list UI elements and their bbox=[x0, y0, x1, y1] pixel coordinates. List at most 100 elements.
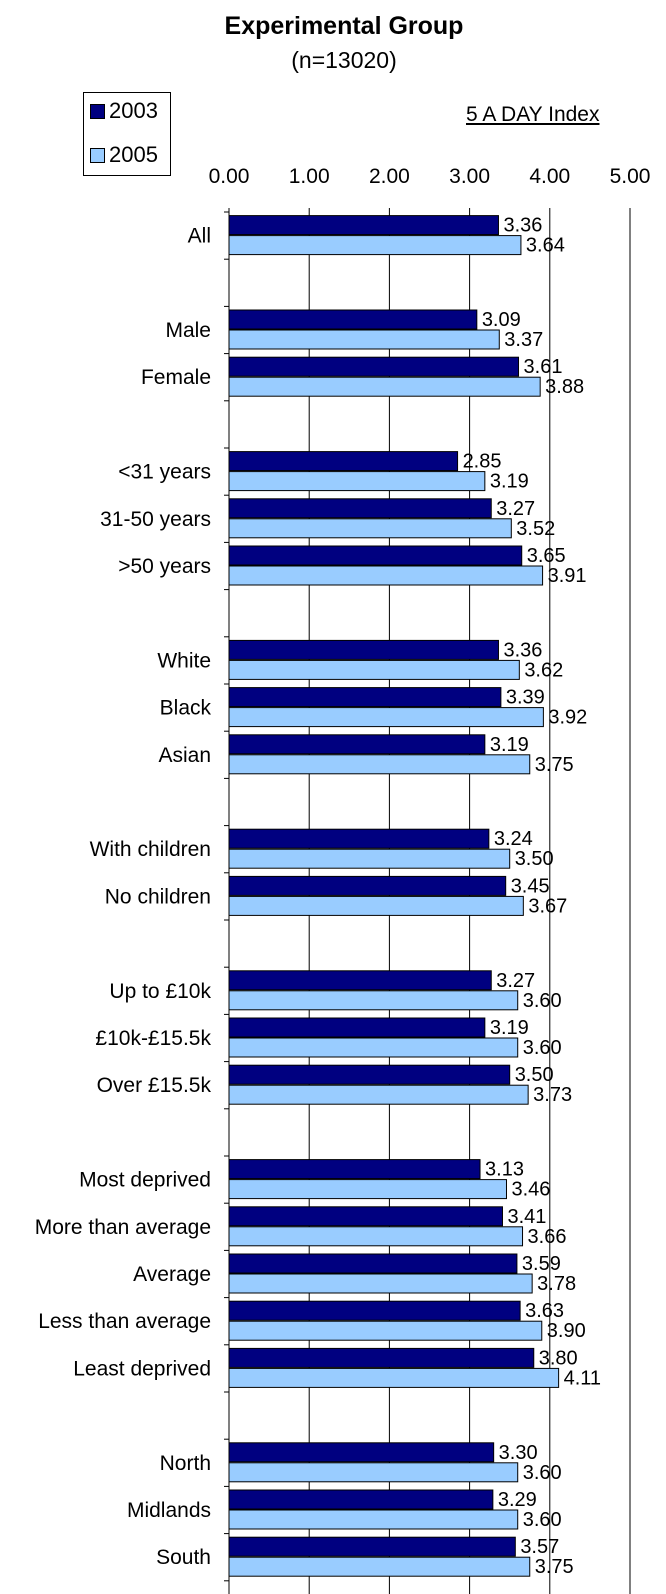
data-label-2005: 3.75 bbox=[535, 754, 574, 776]
category-label: >50 years bbox=[118, 555, 211, 578]
data-label-2003: 2.85 bbox=[463, 451, 502, 473]
data-label-2005: 4.11 bbox=[564, 1367, 601, 1389]
bar-2003 bbox=[228, 356, 520, 377]
data-label-2005: 3.90 bbox=[547, 1320, 586, 1342]
data-label-2005: 3.19 bbox=[490, 471, 529, 493]
bar-2003 bbox=[228, 309, 478, 330]
data-label-2005: 3.52 bbox=[516, 518, 555, 540]
bar-2005 bbox=[228, 565, 544, 586]
data-label-2003: 3.36 bbox=[503, 639, 542, 661]
x-tick-label: 0.00 bbox=[209, 165, 250, 188]
bar-2003 bbox=[228, 1017, 486, 1038]
data-label-2003: 3.36 bbox=[503, 215, 542, 237]
category-label: Average bbox=[133, 1263, 211, 1286]
data-label-2005: 3.64 bbox=[526, 235, 565, 257]
category-label: No children bbox=[105, 885, 211, 908]
bar-2005 bbox=[228, 895, 524, 916]
data-label-2005: 3.75 bbox=[535, 1556, 574, 1578]
bar-2003 bbox=[228, 875, 507, 896]
chart-title: Experimental Group bbox=[224, 12, 464, 40]
data-label-2005: 3.88 bbox=[545, 376, 584, 398]
bar-2003 bbox=[228, 1347, 535, 1368]
data-label-2005: 3.60 bbox=[523, 990, 562, 1012]
data-label-2005: 3.60 bbox=[523, 1509, 562, 1531]
bar-2005 bbox=[228, 329, 500, 350]
bar-2003 bbox=[228, 970, 492, 991]
bar-2003 bbox=[228, 734, 486, 755]
category-label: Up to £10k bbox=[109, 980, 211, 1003]
category-label: Less than average bbox=[38, 1310, 211, 1333]
bar-2003 bbox=[228, 639, 499, 660]
chart-legend: 2003 2005 bbox=[83, 92, 171, 176]
category-label: More than average bbox=[35, 1216, 211, 1239]
bar-2003 bbox=[228, 687, 502, 708]
bar-2003 bbox=[228, 498, 492, 519]
category-label: Asian bbox=[158, 744, 211, 767]
data-label-2003: 3.61 bbox=[524, 356, 563, 378]
x-tick-label: 2.00 bbox=[369, 165, 410, 188]
data-label-2003: 3.13 bbox=[485, 1159, 524, 1181]
bar-2003 bbox=[228, 1300, 521, 1321]
data-label-2005: 3.66 bbox=[528, 1226, 567, 1248]
bar-2005 bbox=[228, 1509, 519, 1530]
data-label-2005: 3.37 bbox=[504, 329, 543, 351]
category-label: South bbox=[156, 1546, 211, 1569]
data-label-2005: 3.46 bbox=[511, 1179, 550, 1201]
bar-2003 bbox=[228, 1442, 495, 1463]
x-tick-label: 5.00 bbox=[610, 165, 651, 188]
bar-2003 bbox=[228, 1536, 516, 1557]
index-label: 5 A DAY Index bbox=[466, 103, 600, 126]
bar-2005 bbox=[228, 1179, 507, 1200]
data-label-2005: 3.73 bbox=[533, 1084, 572, 1106]
category-label: Male bbox=[165, 319, 211, 342]
data-label-2005: 3.67 bbox=[528, 895, 567, 917]
chart-subtitle: (n=13020) bbox=[291, 47, 397, 73]
data-label-2003: 3.65 bbox=[527, 545, 566, 567]
data-label-2003: 3.59 bbox=[522, 1253, 561, 1275]
legend-swatch-2005 bbox=[90, 147, 105, 163]
data-label-2003: 3.29 bbox=[498, 1489, 537, 1511]
bar-2005 bbox=[228, 1084, 529, 1105]
bar-2005 bbox=[228, 990, 519, 1011]
data-label-2005: 3.60 bbox=[523, 1462, 562, 1484]
x-tick-label: 1.00 bbox=[289, 165, 330, 188]
bar-2003 bbox=[228, 1159, 481, 1180]
data-label-2005: 3.50 bbox=[515, 848, 554, 870]
bar-2003 bbox=[228, 451, 459, 472]
category-label: 31-50 years bbox=[100, 508, 211, 531]
bar-2005 bbox=[228, 707, 544, 728]
data-label-2003: 3.24 bbox=[494, 828, 533, 850]
bar-2005 bbox=[228, 754, 531, 775]
category-label: Black bbox=[160, 697, 212, 720]
data-label-2003: 3.19 bbox=[490, 1017, 529, 1039]
legend-label-2005: 2005 bbox=[109, 142, 158, 167]
data-label-2003: 3.39 bbox=[506, 687, 545, 709]
category-label: Over £15.5k bbox=[97, 1074, 212, 1097]
bar-2005 bbox=[228, 1367, 560, 1388]
bar-2005 bbox=[228, 1037, 519, 1058]
bar-2003 bbox=[228, 1489, 494, 1510]
category-label: £10k-£15.5k bbox=[95, 1027, 211, 1050]
bar-2005 bbox=[228, 1320, 543, 1341]
bar-2003 bbox=[228, 215, 499, 236]
category-label: Least deprived bbox=[73, 1357, 211, 1380]
data-label-2003: 3.57 bbox=[520, 1536, 559, 1558]
bar-2005 bbox=[228, 1462, 519, 1483]
category-label: All bbox=[188, 225, 211, 248]
category-label: With children bbox=[90, 838, 211, 861]
bar-2005 bbox=[228, 1273, 533, 1294]
bar-2003 bbox=[228, 1253, 518, 1274]
data-label-2003: 3.41 bbox=[507, 1206, 546, 1228]
data-label-2003: 3.27 bbox=[496, 498, 535, 520]
legend-label-2003: 2003 bbox=[109, 98, 158, 123]
bar-2003 bbox=[228, 1206, 503, 1227]
data-label-2003: 3.27 bbox=[496, 970, 535, 992]
data-label-2003: 3.19 bbox=[490, 734, 529, 756]
data-label-2003: 3.09 bbox=[482, 309, 521, 331]
data-label-2003: 3.80 bbox=[539, 1347, 578, 1369]
bar-2005 bbox=[228, 659, 520, 680]
bar-2005 bbox=[228, 848, 511, 869]
category-label: White bbox=[157, 649, 211, 672]
legend-item-2005: 2005 bbox=[90, 142, 158, 168]
